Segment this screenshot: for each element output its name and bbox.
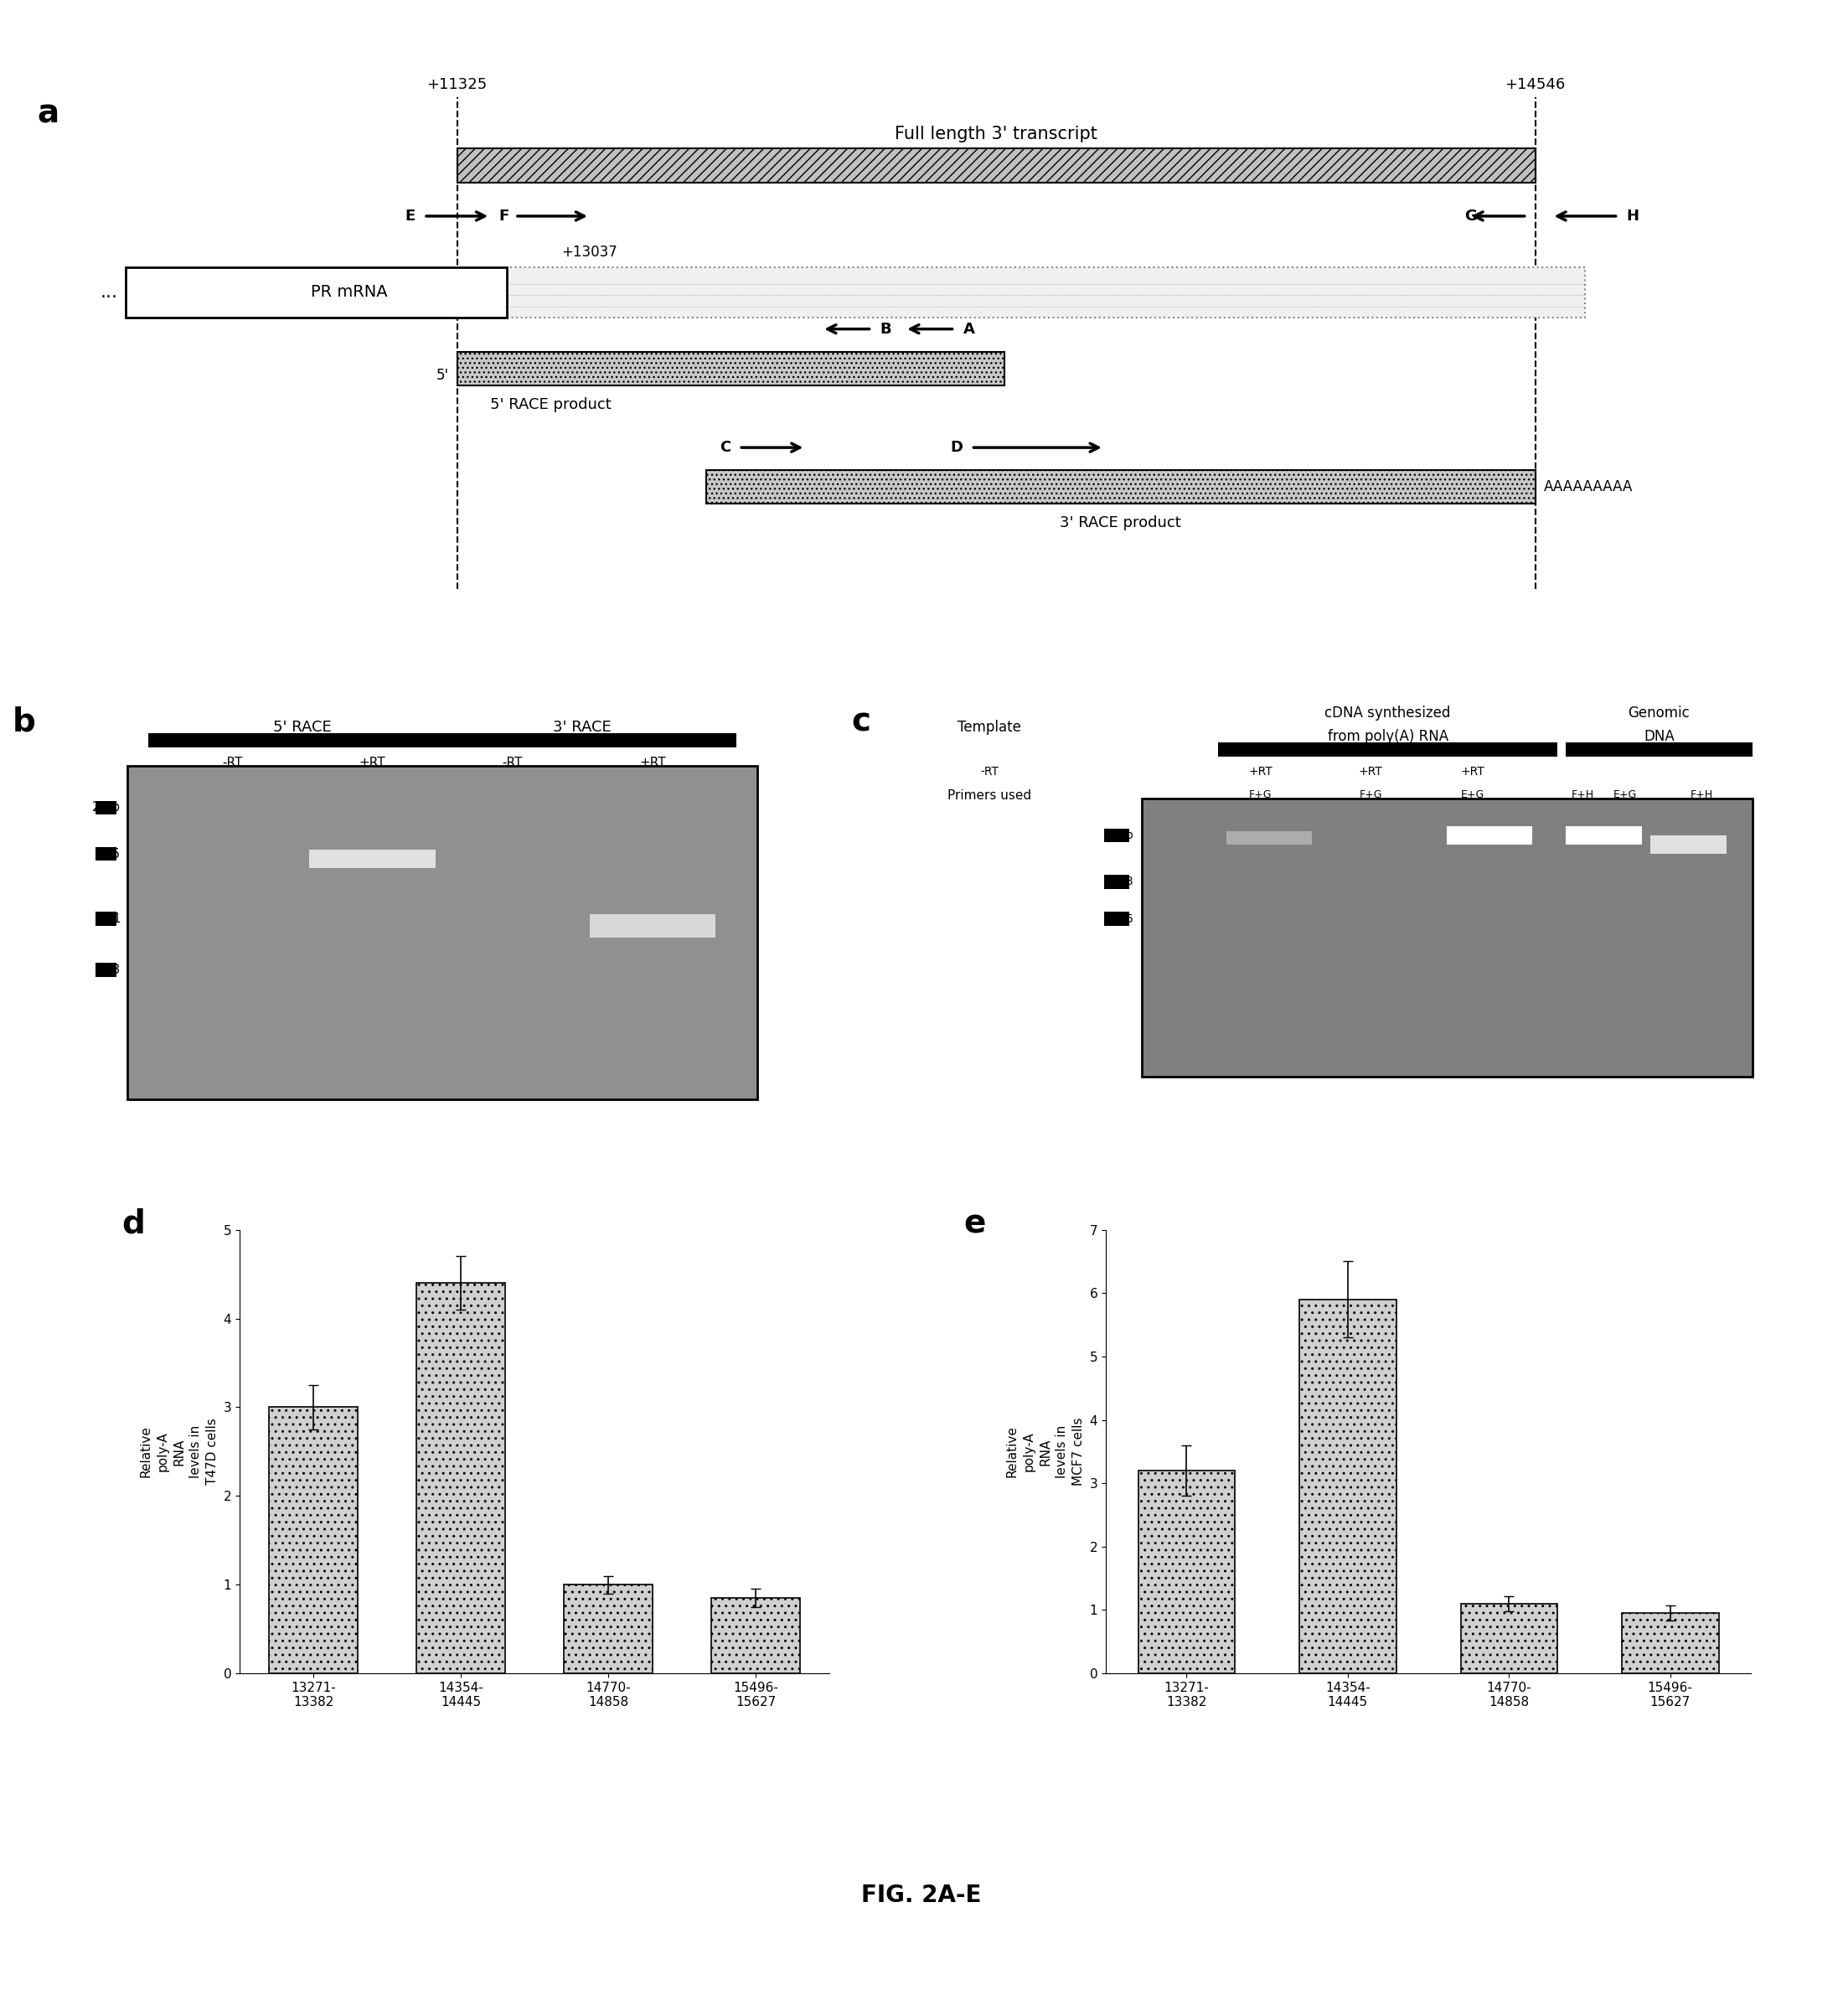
Text: e: e (964, 1208, 986, 1240)
Bar (590, 913, 715, 937)
Bar (310, 849, 435, 867)
Text: 4kb: 4kb (1111, 829, 1133, 841)
Text: 0.8: 0.8 (100, 964, 120, 976)
Text: d: d (122, 1208, 146, 1240)
Y-axis label: Relative
poly-A
RNA
levels in
MCF7 cells: Relative poly-A RNA levels in MCF7 cells (1006, 1417, 1086, 1486)
Bar (428, 734, 737, 748)
Text: +14546: +14546 (1506, 77, 1565, 93)
Text: +RT: +RT (1460, 766, 1485, 778)
Bar (1567, 827, 1642, 845)
Text: H: H (1626, 208, 1638, 224)
Bar (1299, 1300, 1397, 1673)
Bar (457, 149, 1535, 181)
Text: FIG. 2A-E: FIG. 2A-E (861, 1883, 982, 1907)
Text: b: b (13, 706, 37, 738)
Text: -RT: -RT (221, 756, 243, 770)
Text: +RT: +RT (640, 756, 665, 770)
Bar (96, 911, 116, 925)
Text: -RT: -RT (501, 756, 523, 770)
Bar (1447, 827, 1532, 845)
Text: c: c (851, 706, 870, 738)
Bar (1218, 742, 1557, 756)
Bar (457, 351, 1004, 385)
Text: F: F (498, 208, 509, 224)
Bar (706, 470, 1535, 504)
Text: E+G: E+G (1613, 788, 1637, 800)
Bar (125, 266, 507, 319)
Bar (507, 266, 1585, 319)
Text: D: D (951, 439, 962, 456)
Text: Full length 3' transcript: Full length 3' transcript (896, 125, 1097, 143)
Text: G: G (1465, 208, 1478, 224)
Text: A: A (962, 321, 975, 337)
Bar (147, 734, 457, 748)
Bar (1104, 875, 1130, 889)
Text: 1.5: 1.5 (100, 847, 120, 861)
Text: 3' RACE product: 3' RACE product (1060, 516, 1181, 530)
Bar (1139, 1470, 1235, 1673)
Bar (96, 800, 116, 814)
Bar (1104, 829, 1130, 843)
Bar (1460, 1603, 1557, 1673)
Text: cDNA synthesized: cDNA synthesized (1325, 706, 1450, 720)
Text: PR mRNA: PR mRNA (311, 284, 387, 300)
Text: DNA: DNA (1644, 728, 1675, 744)
Text: +13037: +13037 (562, 244, 617, 260)
Bar (417, 1282, 505, 1673)
Text: +RT: +RT (1248, 766, 1274, 778)
Bar (1227, 831, 1312, 845)
Text: 1: 1 (112, 913, 120, 925)
Text: +RT: +RT (1358, 766, 1382, 778)
Bar (269, 1407, 358, 1673)
Text: +11325: +11325 (428, 77, 487, 93)
Bar (96, 964, 116, 978)
Text: 3' RACE: 3' RACE (553, 720, 612, 734)
Bar (1651, 835, 1727, 855)
Bar (1567, 742, 1753, 756)
Bar (564, 1585, 652, 1673)
Text: Genomic: Genomic (1627, 706, 1690, 720)
Text: ...: ... (100, 284, 118, 300)
Bar (1143, 798, 1753, 1077)
Text: Template: Template (958, 720, 1021, 734)
Text: F+H: F+H (1572, 788, 1594, 800)
Text: E: E (405, 208, 417, 224)
Text: AAAAAAAAA: AAAAAAAAA (1544, 480, 1633, 494)
Text: 5' RACE product: 5' RACE product (490, 397, 612, 411)
Text: E+G: E+G (1461, 788, 1484, 800)
Text: Primers used: Primers used (947, 788, 1032, 802)
Text: a: a (37, 97, 59, 129)
Text: C: C (719, 439, 730, 456)
Text: 5': 5' (437, 367, 450, 383)
Bar (711, 1599, 800, 1673)
Y-axis label: Relative
poly-A
RNA
levels in
T47D cells: Relative poly-A RNA levels in T47D cells (140, 1417, 219, 1486)
Text: B: B (881, 321, 892, 337)
Text: 5' RACE: 5' RACE (273, 720, 332, 734)
Text: from poly(A) RNA: from poly(A) RNA (1327, 728, 1449, 744)
Text: 2 kb: 2 kb (92, 800, 120, 814)
Text: 3: 3 (1126, 875, 1133, 887)
Bar (1104, 911, 1130, 925)
Text: F+H: F+H (1690, 788, 1712, 800)
Text: F+G: F+G (1360, 788, 1382, 800)
Bar (127, 766, 757, 1101)
Text: F+G: F+G (1250, 788, 1272, 800)
Text: -RT: -RT (980, 766, 999, 778)
Text: 2.5: 2.5 (1115, 913, 1133, 925)
Bar (1622, 1613, 1718, 1673)
Text: +RT: +RT (359, 756, 385, 770)
Bar (96, 847, 116, 861)
